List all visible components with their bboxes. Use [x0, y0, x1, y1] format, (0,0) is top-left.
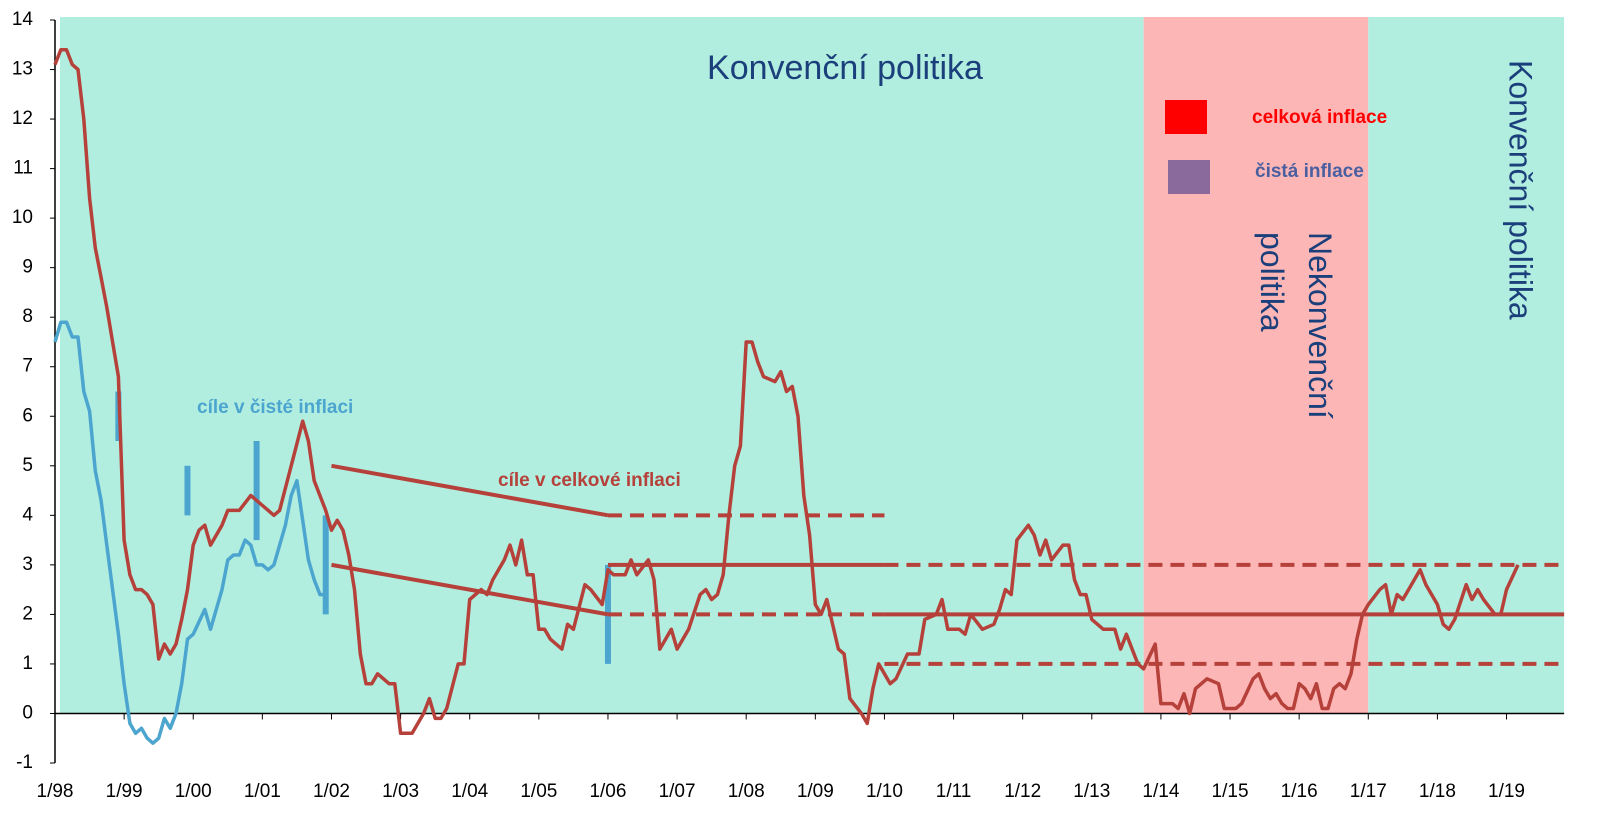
x-tick-label: 1/12	[1004, 781, 1041, 802]
legend-label: čistá inflace	[1255, 161, 1364, 182]
x-tick-label: 1/01	[244, 781, 281, 802]
y-tick-label: 3	[22, 554, 33, 575]
x-tick-label: 1/99	[106, 781, 143, 802]
y-tick-label: 8	[22, 306, 33, 327]
y-tick-label: 6	[22, 405, 33, 426]
x-tick-label: 1/15	[1212, 781, 1249, 802]
annotation: cíle v čisté inflaci	[197, 397, 353, 418]
target-line	[331, 562, 609, 617]
y-tick-label: 14	[12, 9, 34, 30]
x-tick-label: 1/00	[175, 781, 212, 802]
y-tick-label: 9	[22, 257, 33, 278]
y-tick-label: 4	[22, 504, 33, 525]
annotation: Konvenční politika	[707, 49, 983, 87]
annotation: Konvenční politika	[1503, 60, 1539, 320]
x-tick-label: 1/98	[37, 781, 74, 802]
x-tick-label: 1/10	[866, 781, 903, 802]
policy-region	[60, 17, 1144, 714]
legend-swatch	[1168, 160, 1210, 194]
x-tick-label: 1/19	[1488, 781, 1525, 802]
x-tick-label: 1/02	[313, 781, 350, 802]
x-tick-label: 1/06	[589, 781, 626, 802]
y-tick-label: 0	[22, 702, 33, 723]
y-tick-label: 2	[22, 603, 33, 624]
y-tick-label: 5	[22, 455, 33, 476]
x-tick-label: 1/11	[936, 781, 972, 802]
y-tick-label: 13	[12, 59, 33, 80]
y-tick-label: 11	[13, 158, 33, 179]
y-tick-label: -1	[16, 752, 33, 773]
x-tick-label: 1/17	[1350, 781, 1387, 802]
x-tick-label: 1/07	[659, 781, 696, 802]
series-line	[53, 320, 326, 745]
y-tick-label: 12	[12, 108, 33, 129]
x-tick-label: 1/03	[382, 781, 419, 802]
x-tick-label: 1/09	[797, 781, 834, 802]
y-tick-label: 7	[22, 356, 33, 377]
x-tick-label: 1/13	[1073, 781, 1110, 802]
legend-swatch	[1165, 100, 1207, 134]
y-tick-label: 10	[12, 207, 33, 228]
series-line	[53, 47, 1520, 736]
x-tick-label: 1/14	[1142, 781, 1179, 802]
annotation: cíle v celkové inflaci	[498, 470, 681, 491]
x-tick-label: 1/16	[1281, 781, 1318, 802]
y-tick-label: 1	[22, 653, 33, 674]
x-tick-label: 1/08	[728, 781, 765, 802]
legend-label: celková inflace	[1252, 107, 1387, 128]
target-line	[331, 463, 609, 518]
x-tick-label: 1/04	[451, 781, 488, 802]
x-tick-label: 1/05	[520, 781, 557, 802]
x-tick-label: 1/18	[1419, 781, 1456, 802]
annotation: Nekonvenčnípolitika	[1254, 232, 1338, 419]
